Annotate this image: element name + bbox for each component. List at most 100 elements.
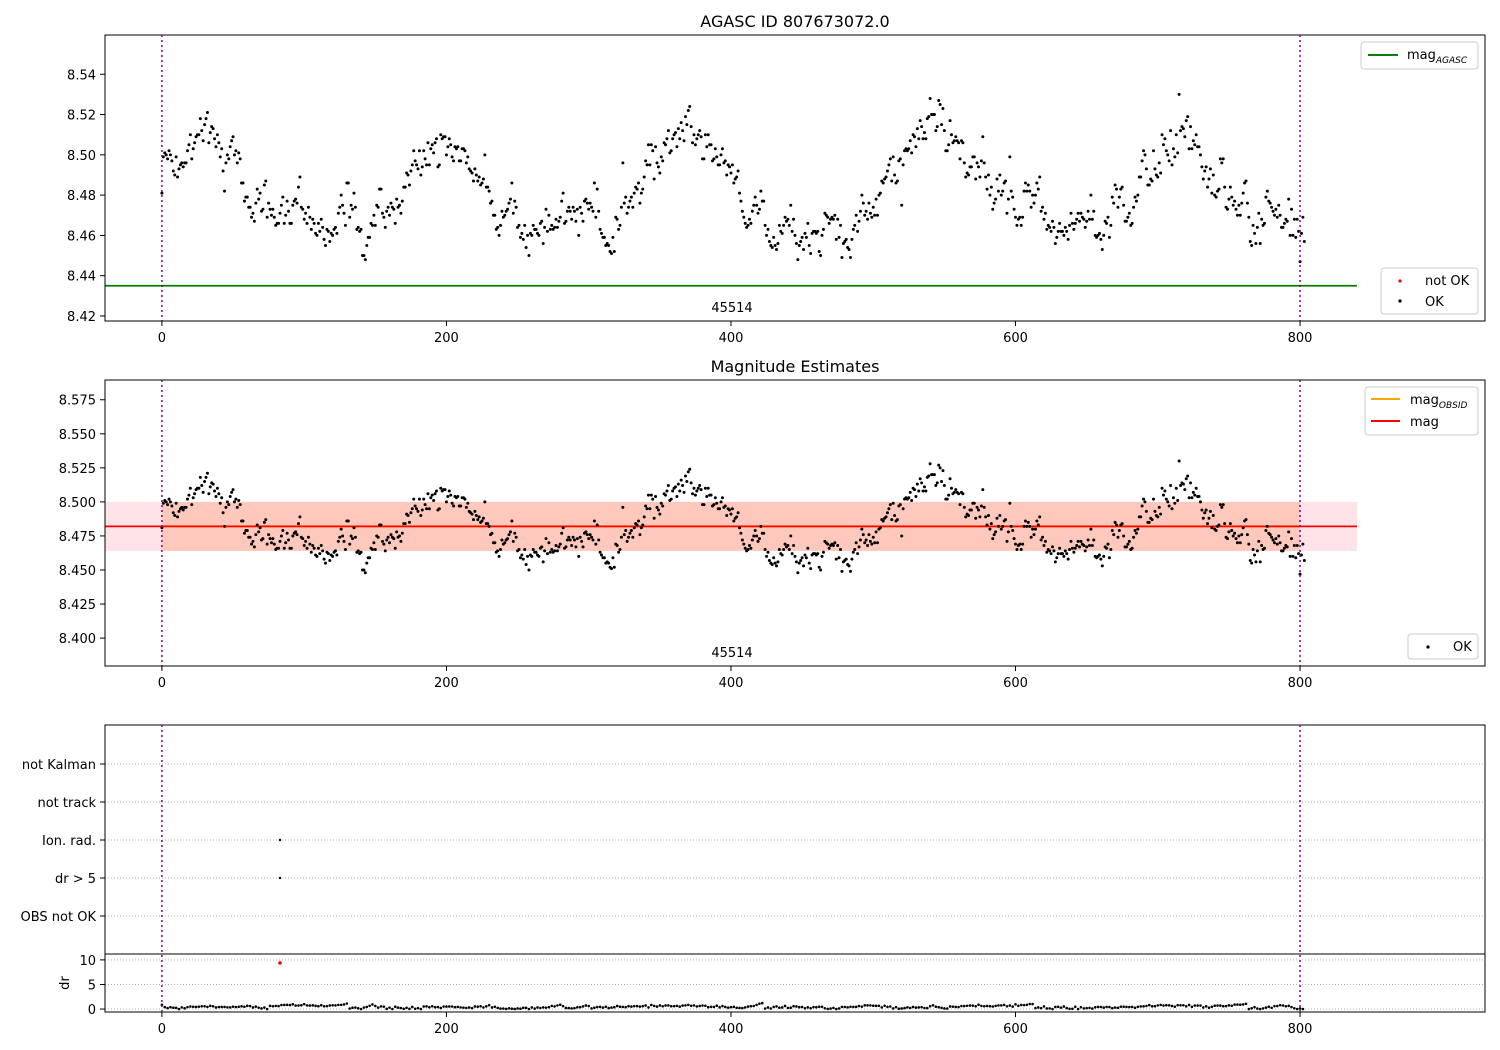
- dr-point: [891, 1007, 895, 1010]
- data-point: [665, 137, 669, 141]
- dr-point: [741, 1006, 744, 1010]
- data-point: [1035, 181, 1039, 185]
- dr-point: [803, 1006, 807, 1010]
- data-point: [628, 199, 632, 203]
- dr-point: [1113, 1006, 1117, 1009]
- data-point: [315, 233, 319, 237]
- data-point: [669, 149, 673, 153]
- dr-point: [1230, 1004, 1234, 1008]
- data-point: [427, 507, 431, 511]
- data-point: [1257, 211, 1261, 215]
- data-point: [1270, 205, 1274, 209]
- data-point: [901, 507, 905, 511]
- dr-point: [496, 1006, 499, 1010]
- dr-point: [393, 1005, 397, 1008]
- data-point: [646, 493, 650, 497]
- data-point: [1264, 528, 1268, 532]
- data-point: [856, 552, 860, 556]
- data-point: [534, 550, 538, 554]
- data-point: [1106, 542, 1110, 546]
- data-point: [1206, 185, 1210, 189]
- data-point: [1186, 115, 1190, 119]
- data-point: [250, 542, 254, 546]
- data-point: [866, 217, 870, 221]
- data-point: [1274, 537, 1278, 541]
- data-point: [669, 497, 673, 501]
- data-point: [289, 221, 293, 225]
- data-point: [304, 211, 308, 215]
- data-point: [1186, 474, 1190, 478]
- dr-point: [1287, 1004, 1290, 1008]
- data-point: [802, 248, 806, 251]
- data-point: [580, 539, 584, 543]
- data-point: [1258, 241, 1262, 245]
- data-point: [648, 507, 652, 511]
- data-point: [1253, 231, 1257, 235]
- data-point: [984, 175, 988, 179]
- data-point: [570, 217, 574, 221]
- data-point: [188, 486, 192, 490]
- data-point: [873, 541, 877, 545]
- dr-point: [484, 1005, 488, 1008]
- data-point: [1157, 161, 1161, 165]
- data-point: [1106, 215, 1110, 219]
- data-point: [979, 159, 983, 163]
- data-point: [595, 187, 599, 191]
- data-point: [386, 535, 390, 539]
- panel2-ytick-label: 8.475: [59, 530, 96, 545]
- dr-point: [795, 1005, 798, 1008]
- data-point: [972, 501, 976, 505]
- dr-point: [630, 1005, 633, 1008]
- data-point: [742, 215, 746, 219]
- data-point: [948, 477, 952, 481]
- data-point: [443, 135, 447, 139]
- dr-point: [507, 1007, 511, 1010]
- dr-point: [834, 1007, 838, 1011]
- data-point: [223, 524, 227, 528]
- dr-point: [1145, 1004, 1148, 1008]
- data-point: [1197, 145, 1201, 149]
- dr-point: [1085, 1006, 1088, 1010]
- dr-point: [271, 1004, 275, 1008]
- data-point: [1227, 197, 1231, 201]
- panel2-x-ticks: 0 200 400 600 800: [158, 666, 1312, 691]
- dr-point: [1031, 1002, 1034, 1006]
- data-point: [796, 258, 800, 262]
- data-point: [1022, 189, 1026, 193]
- data-point: [945, 149, 949, 153]
- data-point: [969, 508, 973, 512]
- dr-point: [1056, 1005, 1060, 1009]
- data-point: [705, 494, 709, 498]
- data-point: [198, 475, 202, 479]
- dr-point: [903, 1006, 906, 1010]
- panel2-ytick-label: 8.575: [59, 394, 96, 409]
- dr-point: [615, 1004, 619, 1008]
- data-point: [1009, 524, 1013, 528]
- data-point: [770, 245, 774, 249]
- data-point: [434, 137, 438, 141]
- dr-point: [385, 1007, 388, 1011]
- data-point: [481, 516, 485, 520]
- data-point: [242, 531, 246, 535]
- data-point: [924, 489, 928, 493]
- data-point: [1122, 534, 1126, 538]
- data-point: [952, 139, 956, 143]
- data-point: [287, 538, 291, 542]
- data-point: [796, 571, 800, 575]
- dr-point: [1071, 1007, 1074, 1011]
- dr-point: [499, 1007, 502, 1010]
- data-point: [719, 500, 723, 504]
- data-point: [803, 231, 807, 235]
- data-point: [895, 179, 899, 183]
- data-point: [1004, 179, 1008, 183]
- data-point: [854, 213, 858, 217]
- dr-point: [502, 1007, 505, 1010]
- data-point: [230, 490, 234, 494]
- data-point: [487, 189, 491, 193]
- data-point: [208, 131, 212, 135]
- dr-point: [1147, 1003, 1151, 1007]
- data-point: [388, 213, 392, 217]
- dr-point: [593, 1006, 596, 1010]
- data-point: [1089, 193, 1093, 197]
- data-point: [393, 546, 397, 550]
